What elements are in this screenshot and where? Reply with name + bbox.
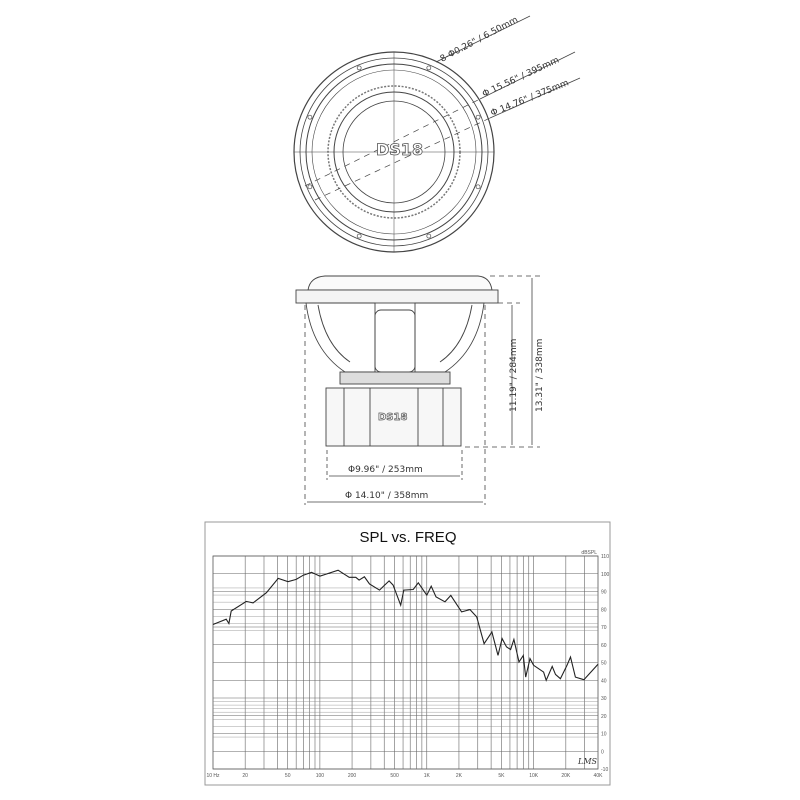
chart-grid: [212, 555, 599, 770]
dim-magnet-diameter: Φ9.96" / 253mm: [348, 465, 423, 475]
leader-bolt-circle: [489, 77, 581, 119]
pole-vent: [374, 309, 416, 373]
x-tick-label: 10K: [529, 773, 539, 779]
spl-curve: [212, 569, 599, 682]
y-tick-label: -10: [601, 767, 608, 773]
x-tick-label: 20K: [561, 773, 571, 779]
dim-mount-holes: 8-Φ0.26" / 6.50mm: [439, 15, 520, 64]
y-tick-label: 110: [601, 554, 609, 560]
y-tick-label: 40: [601, 678, 607, 684]
mounting-hole: [475, 114, 481, 120]
x-tick-label: 2K: [456, 773, 463, 779]
y-axis-label: dBSPL: [581, 550, 597, 556]
x-tick-label: 200: [348, 773, 357, 779]
leader-mount-holes: [435, 15, 531, 63]
mounting-hole: [426, 65, 432, 71]
side-view-drawing: [295, 275, 499, 447]
y-tick-label: 60: [601, 643, 607, 649]
y-tick-label: 0: [601, 749, 604, 755]
leader-outer-diameter: [479, 51, 576, 100]
mounting-hole: [475, 184, 481, 190]
x-tick-label: 10 Hz: [206, 773, 220, 779]
dim-cutout-diameter: Φ 14.10" / 358mm: [345, 491, 428, 501]
dim-mount-depth: 11.19" / 284mm: [509, 339, 519, 412]
lms-watermark: LMS: [577, 757, 598, 766]
magnet-assembly: [325, 387, 462, 447]
mounting-holes: [307, 65, 481, 239]
side-logo: DS18: [378, 412, 407, 423]
y-tick-label: 50: [601, 661, 607, 667]
basket-left: [305, 302, 376, 373]
basket-rib-left: [317, 304, 351, 363]
frame-flange: [295, 289, 499, 304]
mounting-hole: [307, 184, 313, 190]
mounting-hole: [356, 65, 362, 71]
side-dimension-lines: [304, 275, 540, 505]
diameter-line-375: [314, 117, 491, 201]
y-tick-label: 30: [601, 696, 607, 702]
surround-profile: [307, 275, 493, 291]
chart-ticks: 10 Hz 20 50 100 200 500 1K 2K 5K 10K 20K 40K1101009…: [206, 554, 609, 779]
x-tick-label: 40K: [594, 773, 604, 779]
chart-title: SPL vs. FREQ: [360, 529, 457, 546]
x-tick-label: 50: [285, 773, 291, 779]
y-tick-label: 20: [601, 714, 607, 720]
chart-frame: [204, 521, 611, 786]
top-view-drawing: [293, 15, 581, 253]
basket-rib-right: [439, 304, 473, 363]
basket-right: [414, 302, 485, 373]
top-logo: DS18: [376, 140, 424, 160]
svg-text:DS18: DS18: [376, 140, 423, 159]
x-tick-label: 1K: [424, 773, 431, 779]
y-tick-label: 80: [601, 607, 607, 613]
mounting-hole: [307, 114, 313, 120]
x-tick-label: 20: [242, 773, 248, 779]
y-tick-label: 90: [601, 590, 607, 596]
x-tick-label: 500: [390, 773, 399, 779]
mounting-hole: [356, 233, 362, 239]
y-tick-label: 10: [601, 732, 607, 738]
x-tick-label: 100: [316, 773, 325, 779]
mounting-hole: [426, 233, 432, 239]
y-tick-label: 100: [601, 572, 610, 578]
spider-heatsink: [339, 371, 451, 385]
y-tick-label: 70: [601, 625, 607, 631]
x-tick-label: 5K: [498, 773, 505, 779]
dim-total-height: 13.31" / 338mm: [535, 339, 545, 412]
